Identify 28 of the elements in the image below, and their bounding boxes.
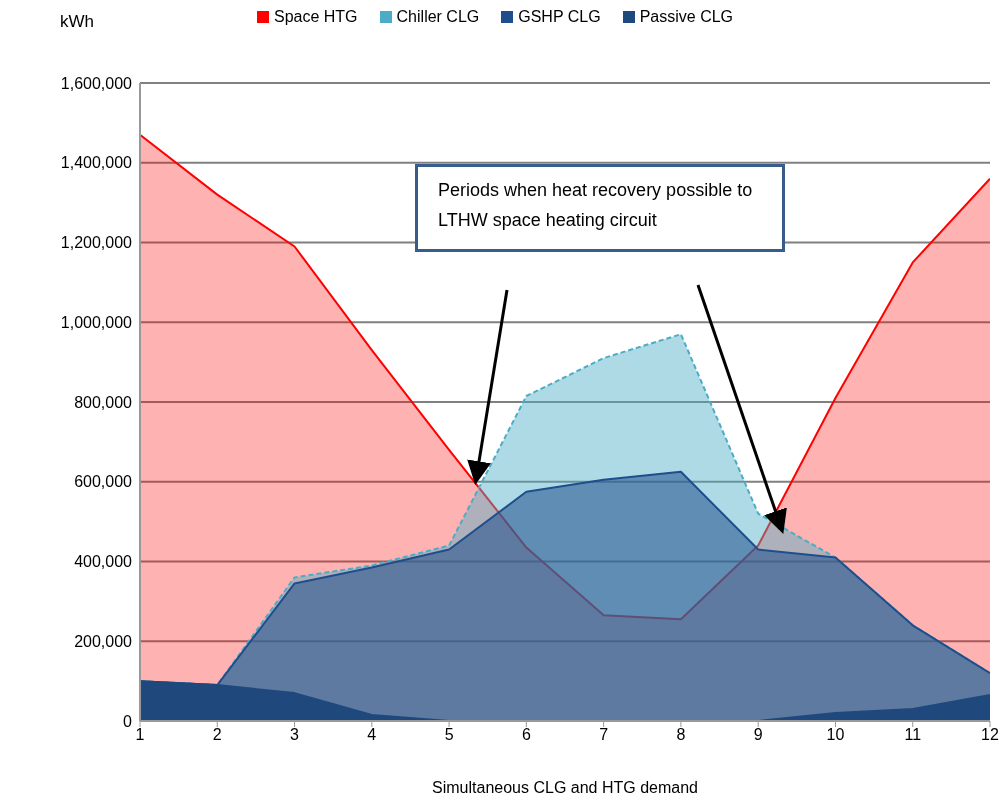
x-tick-label: 10 <box>826 726 845 744</box>
y-tick-label: 200,000 <box>74 632 133 650</box>
x-tick-label: 12 <box>981 726 999 744</box>
x-tick-label: 5 <box>444 726 454 744</box>
y-tick-label: 1,600,000 <box>60 74 133 92</box>
y-tick-label: 1,200,000 <box>60 234 133 252</box>
x-tick-label: 7 <box>599 726 609 744</box>
legend-label: Chiller CLG <box>396 8 480 26</box>
x-tick-label: 6 <box>521 726 531 744</box>
y-tick-label: 0 <box>123 712 133 730</box>
y-tick-label: 800,000 <box>74 393 133 411</box>
annotation: Periods when heat recovery possible to LTHW space heating circuit <box>415 164 785 252</box>
x-axis-title: Simultaneous CLG and HTG demand <box>431 779 699 797</box>
x-tick-label: 9 <box>753 726 763 744</box>
y-tick-label: 600,000 <box>74 473 133 491</box>
x-tick-label: 2 <box>212 726 222 744</box>
y-tick-label: 1,400,000 <box>60 154 133 172</box>
x-tick-label: 1 <box>135 726 145 744</box>
x-tick-label: 8 <box>676 726 686 744</box>
x-tick-label: 3 <box>290 726 300 744</box>
y-tick-label: 1,000,000 <box>60 313 133 331</box>
legend-label: Space HTG <box>273 8 358 26</box>
legend-label: GSHP CLG <box>518 8 601 26</box>
legend-label: Passive CLG <box>639 8 734 26</box>
y-tick-label: 400,000 <box>74 553 133 571</box>
x-tick-label: 11 <box>904 726 922 744</box>
y-axis-title: kWh <box>60 12 94 32</box>
x-tick-label: 4 <box>367 726 377 744</box>
